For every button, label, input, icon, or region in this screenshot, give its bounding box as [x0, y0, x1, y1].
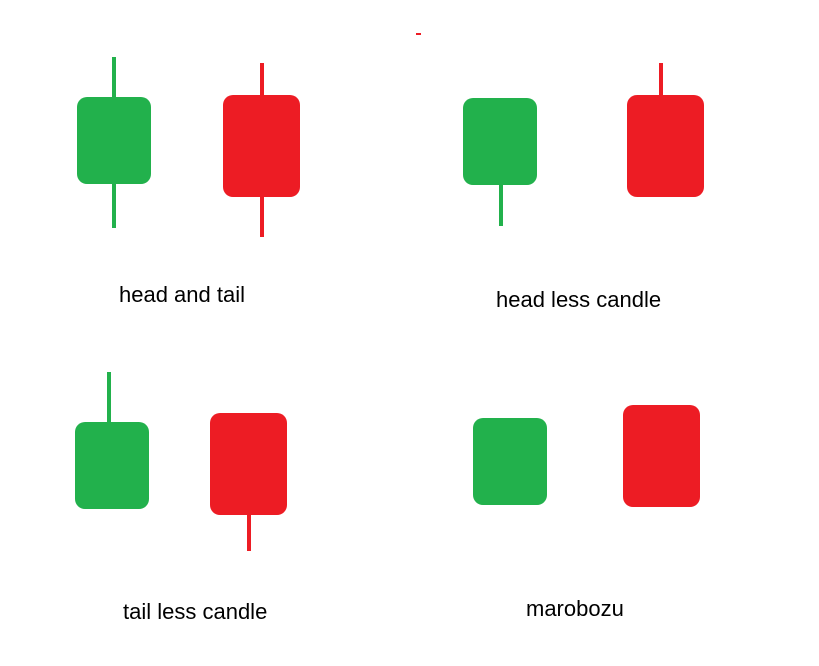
green-candle	[473, 418, 547, 505]
group-tail-less-candle	[75, 372, 287, 551]
caption-tail-less-candle: tail less candle	[123, 599, 268, 624]
green-candle	[463, 98, 537, 226]
red-candle	[623, 405, 700, 507]
stray-mark	[416, 33, 421, 35]
candle-body	[223, 95, 300, 197]
candle-body	[77, 97, 151, 184]
lower-wick	[499, 183, 503, 226]
caption-head-and-tail: head and tail	[119, 282, 245, 307]
lower-wick	[260, 195, 264, 237]
group-head-less-candle	[463, 63, 704, 226]
upper-wick	[107, 372, 111, 424]
candle-body	[75, 422, 149, 509]
red-candle	[210, 413, 287, 551]
group-marobozu	[473, 405, 700, 507]
red-candle	[223, 63, 300, 237]
green-candle	[77, 57, 151, 228]
upper-wick	[112, 57, 116, 99]
green-candle	[75, 372, 149, 509]
upper-wick	[659, 63, 663, 97]
candle-body	[473, 418, 547, 505]
caption-head-less-candle: head less candle	[496, 287, 662, 312]
lower-wick	[247, 513, 251, 551]
red-candle	[627, 63, 704, 197]
candle-body	[210, 413, 287, 515]
candle-body	[623, 405, 700, 507]
upper-wick	[260, 63, 264, 97]
lower-wick	[112, 182, 116, 228]
group-head-and-tail	[77, 57, 300, 237]
caption-marobozu: marobozu	[526, 596, 624, 621]
candle-body	[627, 95, 704, 197]
candle-body	[463, 98, 537, 185]
